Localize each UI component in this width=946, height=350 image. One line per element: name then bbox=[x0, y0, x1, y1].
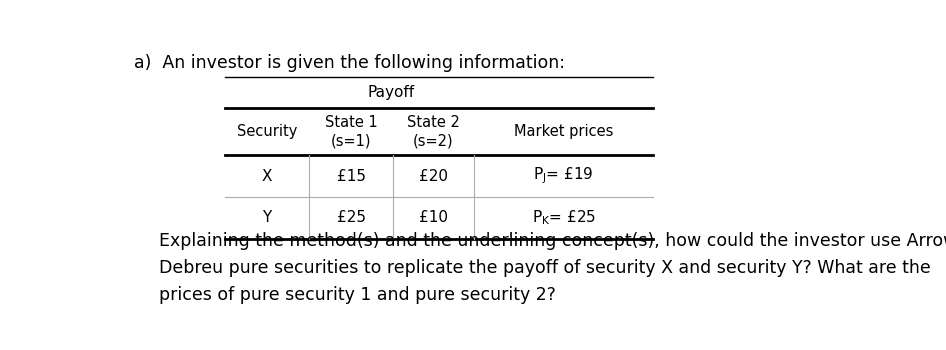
Text: Security: Security bbox=[236, 124, 297, 139]
Text: Market prices: Market prices bbox=[514, 124, 613, 139]
Text: State 2
(s=2): State 2 (s=2) bbox=[407, 115, 460, 148]
Text: £25: £25 bbox=[337, 210, 365, 225]
Text: Y: Y bbox=[262, 210, 272, 225]
Text: $\mathrm{P}_\mathrm{K}$= £25: $\mathrm{P}_\mathrm{K}$= £25 bbox=[532, 209, 596, 227]
Text: Explaining the method(s) and the underlining concept(s), how could the investor : Explaining the method(s) and the underli… bbox=[159, 232, 946, 304]
Text: Payoff: Payoff bbox=[368, 85, 415, 100]
Text: $\mathrm{P}_\mathrm{J}$= £19: $\mathrm{P}_\mathrm{J}$= £19 bbox=[534, 166, 594, 187]
Text: a)  An investor is given the following information:: a) An investor is given the following in… bbox=[134, 54, 566, 72]
Text: X: X bbox=[261, 169, 272, 184]
Text: £15: £15 bbox=[337, 169, 365, 184]
Text: £10: £10 bbox=[419, 210, 448, 225]
Text: £20: £20 bbox=[419, 169, 448, 184]
Text: State 1
(s=1): State 1 (s=1) bbox=[324, 115, 377, 148]
